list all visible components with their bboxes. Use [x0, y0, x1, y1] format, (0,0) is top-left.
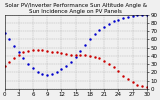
Title: Solar PV/Inverter Performance Sun Altitude Angle & Sun Incidence Angle on PV Pan: Solar PV/Inverter Performance Sun Altitu… [5, 3, 147, 14]
